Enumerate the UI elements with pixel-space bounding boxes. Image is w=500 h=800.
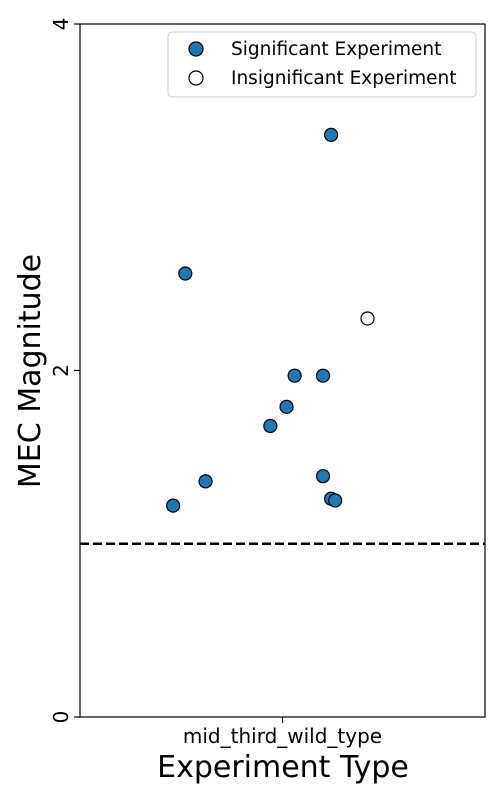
plot-area: [80, 127, 485, 545]
legend-box: [167, 31, 477, 98]
significant-point: [287, 368, 302, 383]
legend-marker: [188, 70, 204, 86]
y-tick-label: 2: [49, 364, 73, 377]
significant-point: [166, 498, 181, 513]
insignificant-point: [360, 311, 375, 326]
significant-point: [263, 418, 278, 434]
legend-label: Insignificant Experiment: [231, 68, 456, 89]
y-tick-label: 0: [49, 711, 73, 724]
significant-point: [279, 399, 294, 414]
y-axis-label: MEC Magnitude: [13, 254, 48, 488]
significant-point: [178, 266, 193, 281]
x-axis-label: Experiment Type: [157, 750, 409, 785]
legend: Significant Experiment Insignificant Expe…: [167, 31, 477, 98]
legend-label: Significant Experiment: [231, 39, 441, 60]
significant-point: [324, 127, 339, 142]
y-tick-label: 4: [49, 18, 73, 31]
x-tick-label: mid_third_wild_type: [183, 724, 382, 748]
legend-marker: [188, 41, 204, 57]
significant-point: [315, 368, 331, 383]
significant-point: [198, 474, 213, 489]
significant-point: [328, 493, 343, 508]
axes: 0 2 4 mid_third_wild_type: [49, 18, 486, 748]
significant-point: [315, 469, 331, 484]
